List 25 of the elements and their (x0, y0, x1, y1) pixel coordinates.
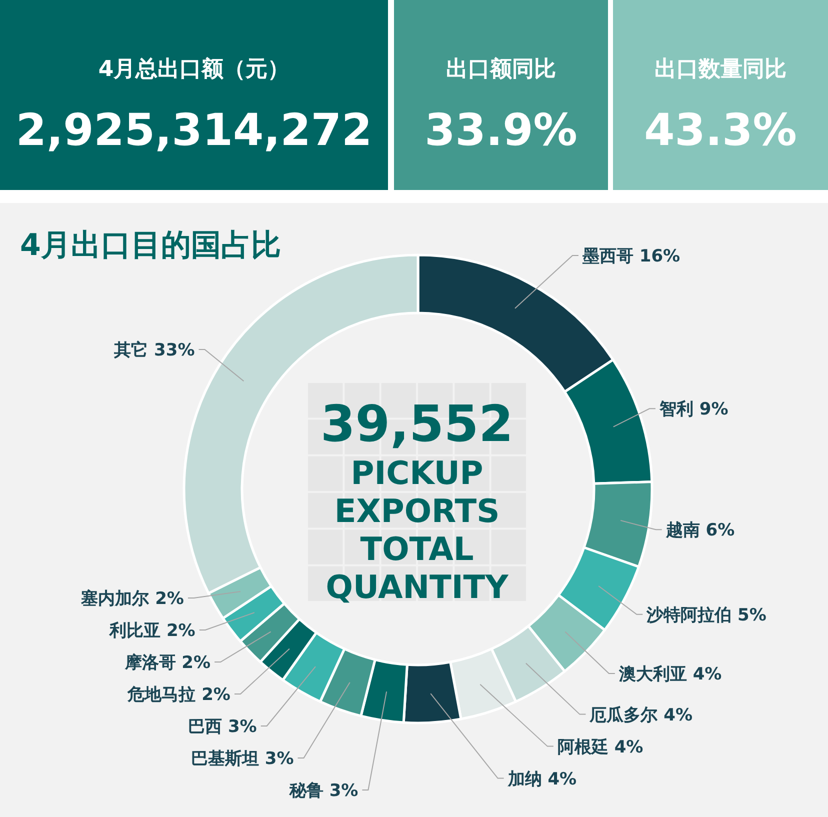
slice-label: 塞内加尔 2% (80, 588, 184, 609)
text: 39,552 (320, 395, 514, 453)
slice-label: 沙特阿拉伯 5% (646, 605, 766, 626)
slice-label: 加纳 4% (506, 769, 577, 790)
text: 2,925,314,272 (16, 105, 372, 156)
slice-label: 秘鲁 3% (288, 780, 358, 801)
text: 4月总出口额（元） (98, 56, 290, 82)
chart-title: 4月出口目的国占比 (20, 228, 281, 263)
slice-label: 巴基斯坦 3% (190, 748, 294, 769)
text: 出口额同比 (446, 56, 556, 82)
slice-label: 利比亚 2% (108, 620, 196, 641)
slice-label: 巴西 3% (188, 716, 257, 737)
slice-label: 越南 6% (664, 520, 735, 541)
slice-label: 智利 9% (658, 400, 728, 420)
slice-label: 阿根廷 4% (557, 737, 644, 758)
text: 43.3% (644, 105, 797, 156)
slice-label: 其它 33% (113, 340, 195, 360)
slice-label: 危地马拉 2% (126, 684, 230, 705)
text: PICKUP EXPORTS TOTAL QUANTITY (326, 454, 510, 606)
slice-label: 墨西哥 16% (581, 246, 680, 266)
slice-label: 厄瓜多尔 4% (588, 705, 692, 726)
text: 出口数量同比 (654, 57, 786, 82)
slice-label: 摩洛哥 2% (124, 652, 211, 673)
slice-label: 澳大利亚 4% (618, 664, 722, 684)
text: 33.9% (424, 105, 578, 156)
